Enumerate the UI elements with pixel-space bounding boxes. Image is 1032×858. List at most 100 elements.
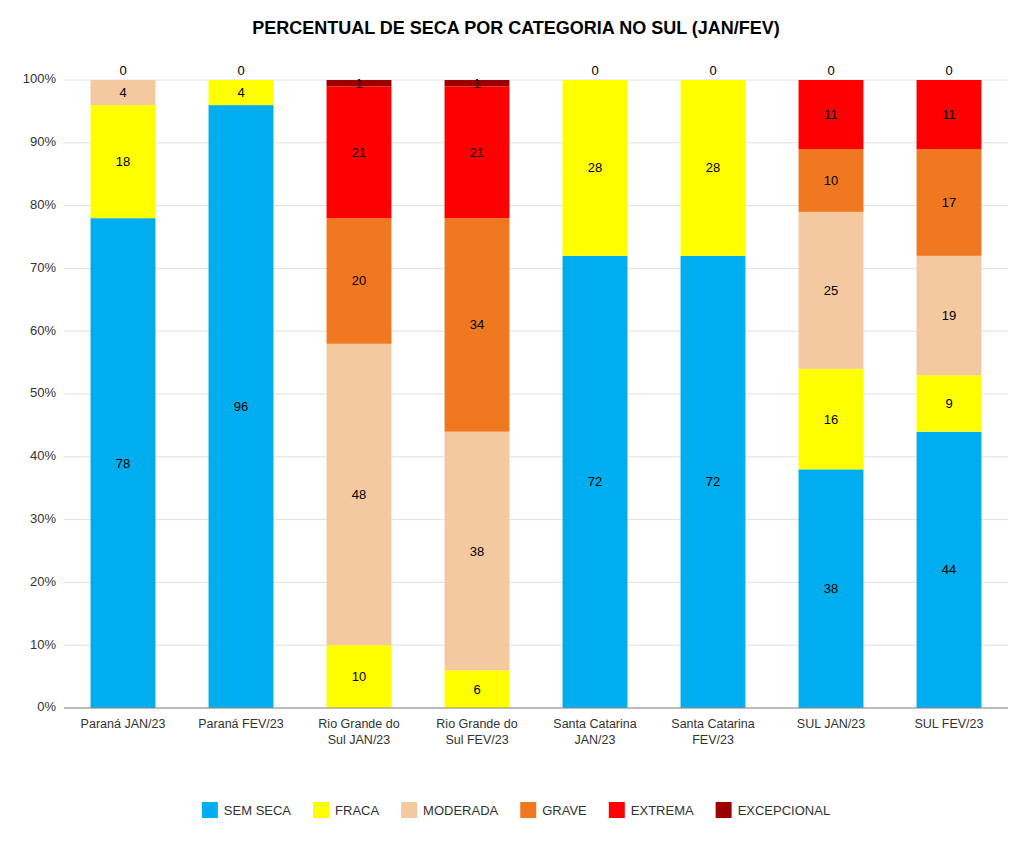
bar-segment <box>445 86 510 218</box>
y-tick-label: 50% <box>30 385 56 400</box>
grid-line <box>64 205 1008 206</box>
y-tick-label: 90% <box>30 134 56 149</box>
legend-swatch <box>716 802 732 818</box>
legend-item: SEM SECA <box>202 802 292 818</box>
y-tick-label: 40% <box>30 448 56 463</box>
y-tick-label: 0% <box>37 699 56 714</box>
data-label: 21 <box>352 145 366 160</box>
x-tick-label: SUL FEV/23 <box>914 717 983 731</box>
bar-segment <box>563 80 628 81</box>
data-label: 38 <box>824 581 838 596</box>
bar-segment <box>917 149 982 256</box>
bar-segment <box>209 80 274 81</box>
data-label: 19 <box>942 308 956 323</box>
legend-swatch <box>520 802 536 818</box>
data-label: 48 <box>352 487 366 502</box>
bar-segment <box>917 80 982 149</box>
y-tick-label: 100% <box>23 71 57 86</box>
bar-segment <box>917 375 982 432</box>
legend-swatch <box>609 802 625 818</box>
data-label: 17 <box>942 195 956 210</box>
data-label: 0 <box>709 63 716 78</box>
data-label: 21 <box>470 145 484 160</box>
legend-item: MODERADA <box>401 802 498 818</box>
x-axis-line <box>64 708 1008 709</box>
legend-label: FRACA <box>335 803 379 818</box>
bars <box>91 80 982 708</box>
legend-swatch <box>202 802 218 818</box>
data-label: 20 <box>352 273 366 288</box>
bar-segment <box>681 80 746 81</box>
grid-line <box>64 331 1008 332</box>
bar-segment <box>917 80 982 81</box>
data-label: 25 <box>824 283 838 298</box>
legend-label: EXCEPCIONAL <box>738 803 830 818</box>
bar-segment <box>563 80 628 81</box>
grid-line <box>64 519 1008 520</box>
bar-segment <box>563 80 628 81</box>
bar-segment <box>91 80 156 81</box>
y-tick-label: 60% <box>30 323 56 338</box>
data-label: 28 <box>588 160 602 175</box>
bar-segment <box>209 105 274 708</box>
bar-segment <box>445 670 510 708</box>
x-tick-label: Santa CatarinaFEV/23 <box>671 717 754 747</box>
grid-line <box>64 268 1008 269</box>
data-label: 6 <box>473 682 480 697</box>
y-tick-label: 10% <box>30 637 56 652</box>
data-label: 38 <box>470 544 484 559</box>
grid-line <box>64 142 1008 143</box>
x-tick-label: Santa CatarinaJAN/23 <box>553 717 636 747</box>
bar-segment <box>209 80 274 81</box>
bar-segment <box>917 432 982 708</box>
y-tick-label: 70% <box>30 260 56 275</box>
y-tick-label: 30% <box>30 511 56 526</box>
data-label: 11 <box>942 107 956 122</box>
legend-label: MODERADA <box>423 803 498 818</box>
legend-item: FRACA <box>313 802 379 818</box>
bar-segment <box>327 344 392 645</box>
data-label: 11 <box>824 107 838 122</box>
legend-swatch <box>313 802 329 818</box>
data-label: 10 <box>824 173 838 188</box>
bar-segment <box>799 469 864 708</box>
bar-segment <box>91 80 156 81</box>
bar-segment <box>799 80 864 149</box>
legend-item: EXCEPCIONAL <box>716 802 830 818</box>
data-label: 0 <box>237 63 244 78</box>
bar-segment <box>209 80 274 105</box>
bar-segment <box>327 218 392 344</box>
grid-line <box>64 394 1008 395</box>
data-label: 18 <box>116 154 130 169</box>
x-tick-label: SUL JAN/23 <box>797 717 865 731</box>
data-label: 72 <box>588 474 602 489</box>
bar-segment <box>563 256 628 708</box>
legend-item: GRAVE <box>520 802 587 818</box>
grid-line <box>64 456 1008 457</box>
grid-line <box>64 582 1008 583</box>
legend-label: EXTREMA <box>631 803 694 818</box>
bar-segment <box>91 105 156 218</box>
title: PERCENTUAL DE SECA POR CATEGORIA NO SUL … <box>252 18 780 38</box>
x-tick-label: Rio Grande doSul JAN/23 <box>318 717 399 747</box>
bar-segment <box>91 80 156 81</box>
bar-segment <box>799 80 864 81</box>
bar-segment <box>91 218 156 708</box>
bar-segment <box>799 212 864 369</box>
grid-line <box>64 80 1008 81</box>
bar-segment <box>799 369 864 469</box>
legend-label: SEM SECA <box>224 803 292 818</box>
data-label: 0 <box>591 63 598 78</box>
bar-segment <box>445 218 510 432</box>
bar-segment <box>681 80 746 81</box>
data-label: 10 <box>352 669 366 684</box>
legend: SEM SECA FRACA MODERADA GRAVE EXTREMA EXCEPCI… <box>202 802 830 818</box>
chart: PERCENTUAL DE SECA POR CATEGORIA NO SUL … <box>0 0 1032 858</box>
legend-label: GRAVE <box>542 803 587 818</box>
bar-segment <box>563 80 628 256</box>
legend-swatch <box>401 802 417 818</box>
bar-segment <box>681 80 746 81</box>
data-label: 78 <box>116 456 130 471</box>
bar-segment <box>563 80 628 81</box>
data-label: 4 <box>119 85 126 100</box>
